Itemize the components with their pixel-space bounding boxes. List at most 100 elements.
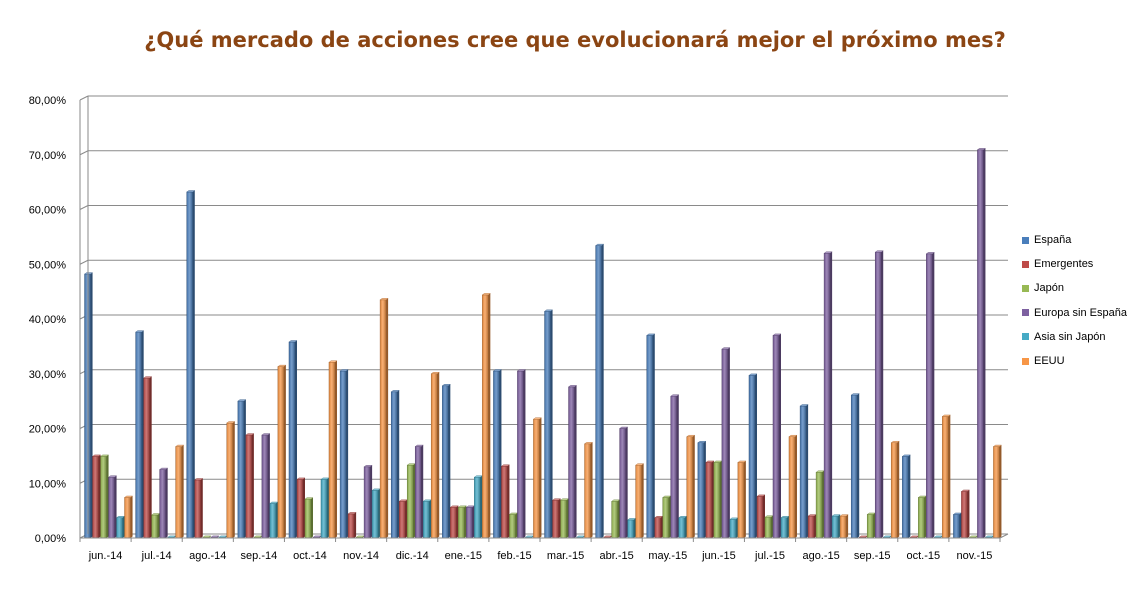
bar-side [609,535,612,538]
bar-front [151,514,158,539]
x-tick-label: ago.-15 [802,550,839,562]
legend-swatch [1022,309,1029,317]
bar-front [756,496,764,539]
bar-side [472,505,475,538]
bar-side [464,505,467,538]
gridline-depth [79,205,89,210]
y-tick-labels: 0,00% 10,00% 20,00% 30,00% 40,00% 50,00% 60,00… [29,95,67,545]
bar-front [729,519,737,539]
bar-asia-sin-japón-ene.-15 [473,475,483,539]
bar-side [106,454,109,538]
bar-side [370,465,373,538]
bar-front [482,294,489,539]
bar-japón-oct.-15 [917,495,927,539]
bar-front [737,462,745,539]
bar-eeuu-jul.-14 [175,444,185,539]
bar-side [660,516,663,538]
bar-europa-sin-españa-ene.-15 [465,505,475,539]
bar-side [275,502,278,538]
bar-japón-abr.-15 [611,499,621,539]
bar-side [499,369,502,538]
bar-front [450,507,457,539]
legend-item: Asia sin Japón [1022,325,1127,349]
bar-side [448,384,451,538]
gridline-depth [79,95,89,101]
bar-emergentes-oct.-14 [296,477,306,539]
bar-japón-jul.-14 [151,513,161,539]
bar-front [705,462,713,539]
bar-emergentes-nov.-14 [347,512,357,539]
bar-side [208,535,211,538]
bar-front [430,373,438,539]
legend-label: Japón [1034,282,1064,295]
bar-side [684,516,687,538]
bar-eeuu-ago.-14 [226,421,236,539]
y-tick-label: 0,00% [35,533,66,545]
bar-eeuu-sep.-14 [277,364,287,539]
bar-front [850,394,858,539]
bar-front [646,335,654,539]
bar-side [192,190,195,539]
bar-españa-jun.-15 [697,441,707,539]
bar-front [544,311,551,539]
y-tick-label: 30,00% [29,369,67,381]
y-tick-label: 80,00% [29,95,67,107]
bar-side [703,441,706,538]
bar-side [456,505,459,538]
axes [79,96,1009,542]
legend-label: EEUU [1034,355,1065,368]
bar-side [98,454,101,538]
x-tick-label: nov.-15 [957,550,993,562]
bar-front [619,428,626,539]
bar-side [991,535,994,538]
x-tick-label: jul.-14 [141,550,172,562]
bar-front [108,476,115,539]
bar-side [141,330,144,538]
bar-side [838,514,841,538]
bar-side [846,514,849,538]
bar-side [940,535,943,538]
bar-side [335,360,337,538]
bar-europa-sin-españa-jun.-15 [721,347,731,539]
bar-front [288,341,296,539]
bar-front [595,245,602,539]
bar-front [764,516,772,539]
bar-side [122,516,125,538]
bar-side [719,460,722,538]
bar-side [515,512,518,538]
bar-side [897,441,900,538]
bar-eeuu-feb.-15 [532,417,543,539]
y-tick-label: 60,00% [29,205,67,217]
bar-japón-jul.-15 [764,515,774,539]
bar-eeuu-ene.-15 [481,293,491,539]
bar-front [713,462,721,539]
bar-side [200,478,203,538]
bar-asia-sin-japón-abr.-15 [627,518,637,539]
bars [83,148,1003,539]
bar-side [346,369,349,538]
bar-front [839,515,847,539]
bar-asia-sin-japón-jul.-15 [780,516,790,539]
bar-front [261,434,269,539]
x-tick-label: jun.-15 [701,550,736,562]
bar-front [493,370,500,539]
bar-eeuu-jun.-15 [737,460,747,539]
bar-side [755,373,757,538]
x-tick-label: ago.-14 [189,550,226,562]
bar-front [474,476,481,539]
bar-eeuu-oct.-15 [941,414,951,539]
bar-asia-sin-japón-jun.-14 [115,516,126,539]
bar-front [560,499,567,539]
bar-españa-jul.-14 [135,330,145,539]
bar-japón-jun.-14 [99,454,110,539]
bar-side [295,340,297,538]
bar-front [686,436,694,539]
bar-front [406,464,414,539]
bar-front [552,499,559,539]
x-tick-label: jun.-14 [88,550,123,562]
x-tick-label: jul.-15 [754,550,785,562]
bar-front [159,469,166,539]
bar-emergentes-dic.-14 [398,499,408,539]
bar-front [226,422,234,539]
x-tick-label: sep.-15 [854,550,891,562]
